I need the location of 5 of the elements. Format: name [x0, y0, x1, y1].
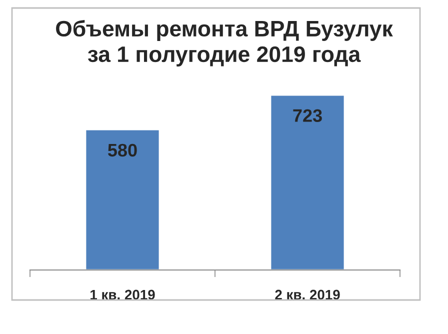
chart-title: Объемы ремонта ВРД Бузулук за 1 полугодие 2019 года — [56, 20, 393, 66]
x-tick-label: 1 кв. 2019 — [90, 290, 155, 300]
x-tick-label: 2 кв. 2019 — [275, 290, 340, 300]
data-label: 580 — [108, 144, 137, 157]
data-label: 723 — [293, 109, 322, 122]
